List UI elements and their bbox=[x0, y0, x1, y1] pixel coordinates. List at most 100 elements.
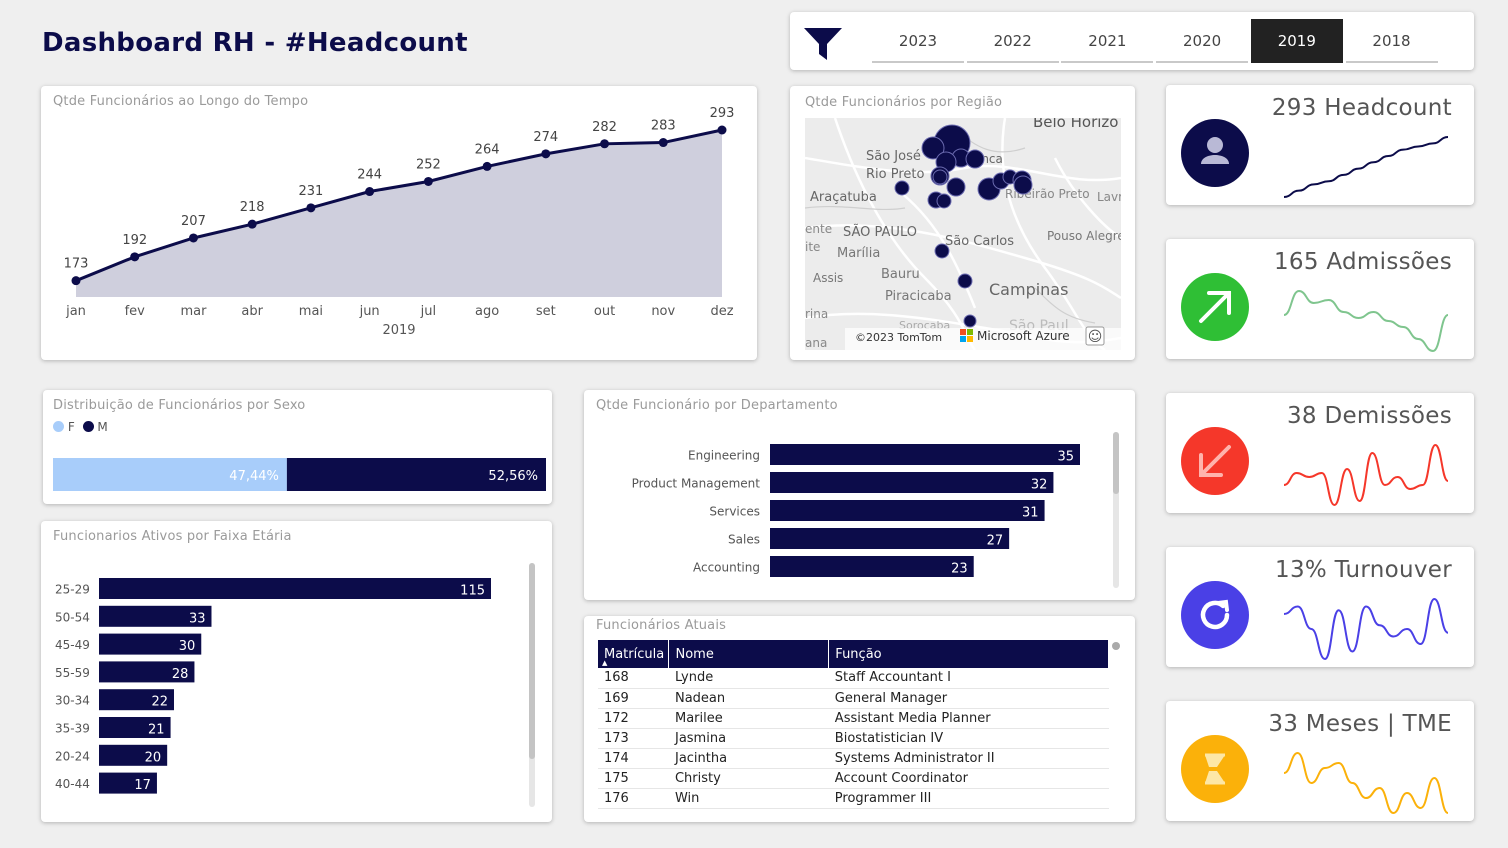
year-button-2023[interactable]: 2023 bbox=[872, 19, 964, 63]
bar-category-label: Accounting bbox=[693, 561, 760, 575]
arrow-up-right-icon bbox=[1199, 291, 1231, 323]
table-cell: Jasmina bbox=[668, 728, 829, 749]
year-button-2019[interactable]: 2019 bbox=[1250, 19, 1343, 63]
headcount-point[interactable] bbox=[541, 149, 551, 159]
hourglass-icon bbox=[1205, 753, 1225, 785]
map-bubble[interactable] bbox=[946, 177, 966, 197]
headcount-point[interactable] bbox=[71, 276, 81, 286]
table-row[interactable]: 173 Jasmina Biostatistician IV bbox=[598, 728, 1109, 749]
sex-distribution-card: Distribuição de Funcionários por Sexo F … bbox=[43, 390, 552, 504]
table-row[interactable]: 175 Christy Account Coordinator bbox=[598, 768, 1109, 789]
headcount-point[interactable] bbox=[600, 139, 610, 149]
bar[interactable] bbox=[770, 472, 1054, 493]
table-cell: Programmer III bbox=[828, 788, 1109, 809]
sex-bar-m[interactable] bbox=[286, 458, 546, 491]
month-tick-label: mai bbox=[299, 304, 323, 319]
bar[interactable] bbox=[770, 528, 1010, 549]
column-header[interactable]: Matrícula ▲ bbox=[598, 640, 670, 668]
kpi-sparkline bbox=[1283, 289, 1449, 353]
sparkline-path bbox=[1283, 443, 1449, 507]
sex-label-m: 52,56% bbox=[488, 469, 538, 484]
table-cell: Christy bbox=[668, 768, 829, 789]
table-cell: Staff Accountant I bbox=[828, 668, 1109, 689]
map-bubble[interactable] bbox=[1013, 175, 1033, 195]
headcount-point[interactable] bbox=[188, 233, 198, 243]
kpi-icon-circle bbox=[1181, 427, 1249, 495]
bar[interactable] bbox=[99, 578, 491, 599]
bar[interactable] bbox=[770, 556, 974, 577]
microsoft-logo-icon bbox=[960, 329, 973, 342]
headcount-line bbox=[75, 128, 723, 283]
table-cell: 175 bbox=[598, 768, 669, 789]
headcount-point[interactable] bbox=[130, 252, 140, 262]
dept-scrollbar[interactable] bbox=[1113, 432, 1119, 494]
headcount-chart-title: Qtde Funcionários ao Longo do Tempo bbox=[53, 94, 309, 109]
map-place-label: Bauru bbox=[881, 267, 920, 282]
bar[interactable] bbox=[99, 717, 171, 738]
kpi-card: 165 Admissões bbox=[1166, 239, 1474, 359]
year-button-2021[interactable]: 2021 bbox=[1061, 19, 1154, 63]
table-cell: 174 bbox=[598, 748, 669, 769]
bar[interactable] bbox=[99, 661, 195, 683]
column-header[interactable]: Nome bbox=[668, 640, 830, 668]
map-bubble[interactable] bbox=[963, 314, 977, 328]
bar[interactable] bbox=[99, 605, 212, 627]
month-tick-label: nov bbox=[651, 304, 675, 319]
headcount-point[interactable] bbox=[423, 176, 433, 186]
map-bubble[interactable] bbox=[921, 136, 945, 160]
headcount-point[interactable] bbox=[247, 219, 257, 229]
bar[interactable] bbox=[770, 444, 1080, 465]
table-row[interactable]: 176 Win Programmer III bbox=[598, 788, 1109, 809]
table-scroll-indicator[interactable] bbox=[1112, 642, 1120, 650]
headcount-data-label: 252 bbox=[416, 157, 441, 172]
sex-bar-f[interactable] bbox=[53, 458, 287, 491]
table-row[interactable]: 174 Jacintha Systems Administrator II bbox=[598, 748, 1109, 769]
bar[interactable] bbox=[99, 689, 174, 711]
column-header[interactable]: Função bbox=[828, 640, 1109, 668]
page-title: Dashboard RH - #Headcount bbox=[42, 28, 468, 58]
age-scrollbar[interactable] bbox=[529, 563, 535, 759]
legend-m-label: M bbox=[97, 420, 108, 434]
table-cell: 169 bbox=[598, 688, 669, 709]
year-button-2018[interactable]: 2018 bbox=[1345, 19, 1438, 63]
headcount-data-label: 274 bbox=[533, 130, 558, 145]
sort-ascending-icon[interactable]: ▲ bbox=[602, 659, 608, 667]
table-cell: Nadean bbox=[668, 688, 829, 709]
headcount-point[interactable] bbox=[306, 203, 316, 213]
department-bar-chart: Engineering 35 Product Management 32 Service… bbox=[632, 444, 1080, 577]
map-bubble[interactable] bbox=[932, 169, 948, 185]
map-bubble[interactable] bbox=[965, 149, 985, 169]
headcount-point[interactable] bbox=[717, 125, 727, 135]
map-place-label: Piracicaba bbox=[885, 289, 952, 304]
headcount-point[interactable] bbox=[482, 161, 492, 171]
bar[interactable] bbox=[99, 633, 202, 655]
table-row[interactable]: 169 Nadean General Manager bbox=[598, 688, 1109, 709]
table-row[interactable]: 172 Marilee Assistant Media Planner bbox=[598, 708, 1109, 729]
dept-scroll-track[interactable] bbox=[1113, 432, 1119, 588]
map-border bbox=[805, 205, 906, 211]
arrow-down-left-icon bbox=[1199, 445, 1231, 477]
year-button-2022[interactable]: 2022 bbox=[966, 19, 1059, 63]
map-bubble[interactable] bbox=[934, 243, 950, 259]
bar-category-label: Engineering bbox=[688, 449, 760, 463]
legend-f-label: F bbox=[67, 420, 75, 434]
kpi-sparkline bbox=[1283, 751, 1449, 815]
bar[interactable] bbox=[770, 500, 1045, 521]
map-bubble[interactable] bbox=[936, 193, 952, 209]
year-button-2020[interactable]: 2020 bbox=[1156, 19, 1249, 63]
bar[interactable] bbox=[99, 744, 168, 766]
table-row[interactable]: 168 Lynde Staff Accountant I bbox=[598, 668, 1109, 689]
feedback-button[interactable] bbox=[1085, 326, 1105, 346]
headcount-point[interactable] bbox=[365, 187, 375, 197]
headcount-data-label: 207 bbox=[181, 214, 206, 229]
department-card: Qtde Funcionário por Departamento Engine… bbox=[584, 390, 1135, 600]
bar-category-label: 30-34 bbox=[55, 694, 90, 708]
filter-icon[interactable] bbox=[802, 24, 844, 64]
kpi-icon-circle bbox=[1181, 119, 1249, 187]
bar[interactable] bbox=[99, 772, 157, 794]
map-bubble[interactable] bbox=[894, 180, 910, 196]
map-bubble[interactable] bbox=[957, 273, 973, 289]
headcount-point[interactable] bbox=[658, 138, 668, 148]
year-slicer: 2023 2022 2021 2020 2019 2018 bbox=[790, 12, 1474, 70]
